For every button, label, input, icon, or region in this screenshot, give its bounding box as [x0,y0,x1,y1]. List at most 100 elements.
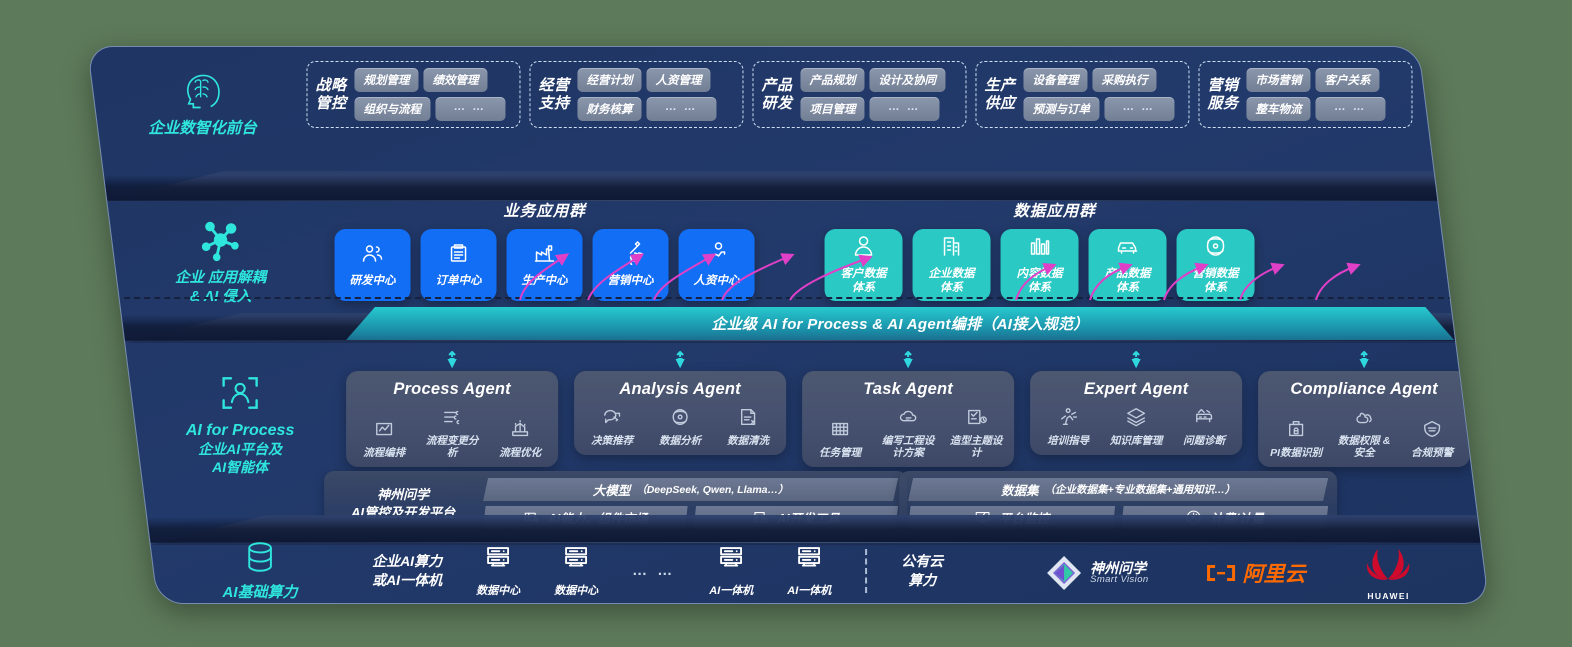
ai-banner-text: 企业级 AI for Process & AI Agent编排（AI接入规范） [711,316,1089,333]
platform-bar-dataset-label: 数据集 [1000,484,1039,498]
agent-sub-1[interactable]: 流程变更分析 [421,406,483,459]
agent-sub-2[interactable]: 流程优化 [489,418,551,459]
infra-node-label: 数据中心 [476,585,521,597]
agent-card-0[interactable]: Process Agent 流程编排 流程变更分析 流程优化 [346,371,559,468]
agent-sub-2[interactable]: 造型主题设计 [945,406,1007,459]
platform-left-bar-0[interactable]: AI能力、组件市场 [483,506,687,529]
platform-bar-llm[interactable]: 大模型 （DeepSeek, Qwen, Llama…） [483,478,898,501]
agent-sub-1[interactable]: 知识库管理 [1105,406,1167,447]
platform-left-name-line2: AI管控及开发平台 [351,504,456,520]
domain-group-0[interactable]: 战略 管控 规划管理 绩效管理 组织与流程… … [306,61,521,128]
platform-right-bar-0[interactable]: 平台监控 [908,506,1115,529]
domain-chip-0[interactable]: 市场营销 [1246,68,1311,92]
app-card-dat-1[interactable]: 企业数据 体系 [912,229,991,301]
agent-sub-icon [1333,406,1395,431]
domain-group-name: 产品 研发 [761,77,793,112]
domain-chip-0[interactable]: 产品规划 [800,68,865,92]
agent-card-3[interactable]: Expert Agent 培训指导 知识库管理 问题诊断 [1030,371,1243,456]
domain-chip-1[interactable]: 设计及协同 [869,68,945,92]
agent-sub-label: 任务管理 [819,447,862,460]
agent-sub-label: 流程编排 [363,447,406,460]
person-scan-icon [222,377,258,409]
agent-sub-0[interactable]: 流程编排 [353,418,415,459]
app-card-biz-1[interactable]: 订单中心 [420,229,497,301]
agent-sub-2[interactable]: 问题诊断 [1173,406,1235,447]
app-card-icon [361,241,385,270]
app-card-dat-0[interactable]: 客户数据 体系 [824,229,903,301]
domain-group-name: 营销 服务 [1207,77,1239,112]
app-card-biz-0[interactable]: 研发中心 [334,229,411,301]
agent-sub-icon [353,418,415,443]
app-card-biz-3[interactable]: 营销中心 [592,229,669,301]
agent-sub-icon [421,406,483,431]
agent-sub-2[interactable]: 合规预警 [1401,418,1463,459]
aliyun-wordmark: 阿里云 [1242,563,1306,586]
app-card-label: 生产中心 [521,275,568,287]
diagnose-icon [1196,408,1213,423]
brain-head-icon [186,74,220,109]
domain-chip-list: 设备管理 采购执行预测与订单… … [1023,68,1180,121]
ai-label-line1: AI for Process [185,422,295,439]
domain-chip-0[interactable]: 规划管理 [354,68,419,92]
domain-group-1[interactable]: 经营 支持 经营计划 人资管理 财务核算… … [529,61,744,128]
app-card-biz-2[interactable]: 生产中心 [506,229,583,301]
platform-bar-dataset-sub: （企业数据集+专业数据集+通用知识…） [1044,484,1236,496]
domain-chip-0[interactable]: 设备管理 [1023,68,1088,92]
layer-infra: AI基础算力 企业AI算力 或AI一体机 数据中心 数据中心 … … AI一体机 AI一体机… [154,539,1484,603]
agent-sub-0[interactable]: 任务管理 [809,418,871,459]
agent-sub-list: 培训指导 知识库管理 问题诊断 [1036,406,1236,447]
server-rack-icon [798,547,821,567]
app-card-dat-4[interactable]: 营销数据 体系 [1176,229,1255,301]
domain-chip-2[interactable]: 财务核算 [577,97,642,121]
agent-sub-2[interactable]: 数据清洗 [717,406,779,447]
app-card-icon [940,234,964,263]
agent-sub-list: 任务管理 编写工程设计方案 造型主题设计 [808,406,1008,459]
platform-left-bar-1[interactable]: AI开发工具 [694,506,899,529]
agent-sub-1[interactable]: 编写工程设计方案 [877,406,939,459]
app-card-dat-3[interactable]: 产品数据 体系 [1088,229,1167,301]
domain-chip-3[interactable]: … … [434,97,505,121]
atom-analysis-icon [672,408,688,426]
agent-card-4[interactable]: Compliance Agent PI数据识别 数据权限 & 安全 合规预警 [1258,371,1471,468]
domain-chip-2[interactable]: 预测与订单 [1023,97,1099,121]
domain-chip-2[interactable]: 整车物流 [1246,97,1311,121]
domain-chip-3[interactable]: … … [869,97,940,121]
domain-chip-3[interactable]: … … [646,97,717,121]
domain-group-2[interactable]: 产品 研发 产品规划 设计及协同 项目管理… … [752,61,967,128]
domain-chip-1[interactable]: 人资管理 [646,68,711,92]
agent-sub-1[interactable]: 数据权限 & 安全 [1333,406,1395,459]
layers-icon [1127,408,1146,427]
agent-card-1[interactable]: Analysis Agent 决策推荐 数据分析 数据清洗 [574,371,787,456]
platform-left-bar-icon [523,509,540,526]
aliyun-mark [1207,565,1236,581]
domain-group-3[interactable]: 生产 供应 设备管理 采购执行 预测与订单… … [975,61,1190,128]
domain-chip-1[interactable]: 客户关系 [1315,68,1380,92]
app-card-biz-4[interactable]: 人资中心 [678,229,755,301]
domain-chip-1[interactable]: 采购执行 [1092,68,1157,92]
bars-content-icon [1030,238,1050,256]
domain-chip-3[interactable]: … … [1103,97,1174,121]
domain-group-4[interactable]: 营销 服务 市场营销 客户关系 整车物流… … [1198,61,1413,128]
agent-sub-0[interactable]: 培训指导 [1037,406,1099,447]
agent-card-2[interactable]: Task Agent 任务管理 编写工程设计方案 造型主题设计 [802,371,1015,468]
agent-sub-0[interactable]: 决策推荐 [581,406,643,447]
domain-chip-0[interactable]: 经营计划 [577,68,642,92]
infra-node-1[interactable]: 数据中心 [476,543,520,598]
domain-chip-1[interactable]: 绩效管理 [423,68,488,92]
platform-bar-dataset[interactable]: 数据集 （企业数据集+专业数据集+通用知识…） [908,478,1328,501]
platform-right-bar-label: 计费/计量 [1210,512,1264,526]
agent-sub-icon [489,418,551,443]
domain-chip-2[interactable]: 组织与流程 [354,97,430,121]
platform-right-bar-1[interactable]: 计费/计量 [1121,506,1328,529]
infra-node-4[interactable]: AI一体机 [709,543,753,598]
agent-sub-1[interactable]: 数据分析 [649,406,711,447]
domain-group-list: 战略 管控 规划管理 绩效管理 组织与流程… … 经营 支持 经营计划 人资管理 财务核算… … 产… [306,61,1413,128]
domain-chip-list: 经营计划 人资管理 财务核算… … [577,68,734,121]
agent-sub-0[interactable]: PI数据识别 [1265,418,1327,459]
app-card-dat-2[interactable]: 内容数据 体系 [1000,229,1079,301]
domain-chip-2[interactable]: 项目管理 [800,97,865,121]
infra-node-2[interactable]: 数据中心 [554,543,598,598]
architecture-board: 企业数智化前台 战略 管控 规划管理 绩效管理 组织与流程… … 经营 支持 经营计划 人资管理… [86,46,1490,604]
domain-chip-3[interactable]: … … [1315,97,1386,121]
infra-node-5[interactable]: AI一体机 [787,543,831,598]
